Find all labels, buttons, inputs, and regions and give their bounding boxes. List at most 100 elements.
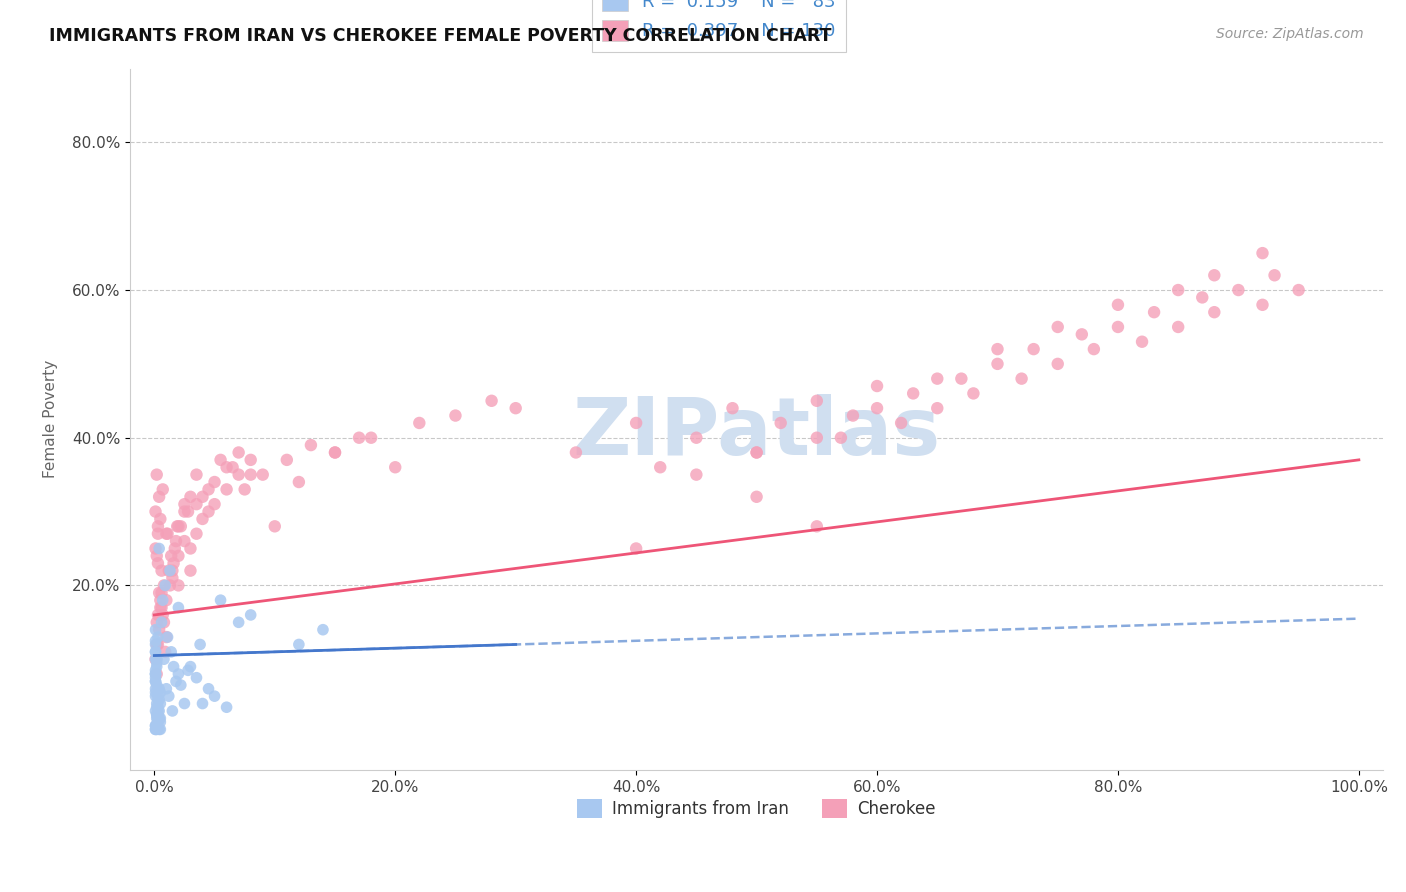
Point <box>191 490 214 504</box>
Point <box>170 519 193 533</box>
Point <box>145 719 167 733</box>
Point <box>145 645 167 659</box>
Point <box>146 700 169 714</box>
Point <box>1130 334 1153 349</box>
Point <box>148 541 170 556</box>
Point <box>745 445 768 459</box>
Point <box>146 689 169 703</box>
Point <box>927 401 949 416</box>
Point <box>299 438 322 452</box>
Point <box>177 504 200 518</box>
Point <box>148 681 170 696</box>
Point <box>830 431 852 445</box>
Point <box>145 685 167 699</box>
Point <box>721 401 744 416</box>
Point <box>1046 357 1069 371</box>
Point <box>197 483 219 497</box>
Point <box>148 711 170 725</box>
Point <box>145 674 167 689</box>
Text: ZIPatlas: ZIPatlas <box>572 394 941 472</box>
Point <box>481 393 503 408</box>
Point <box>806 393 828 408</box>
Point <box>145 704 167 718</box>
Point <box>170 678 193 692</box>
Point <box>145 656 167 670</box>
Point <box>239 467 262 482</box>
Point <box>145 652 167 666</box>
Point <box>186 671 208 685</box>
Point <box>162 704 184 718</box>
Point <box>215 483 238 497</box>
Point <box>167 600 190 615</box>
Point <box>152 593 174 607</box>
Point <box>173 497 195 511</box>
Point <box>1011 371 1033 385</box>
Point <box>162 556 184 570</box>
Point <box>155 593 177 607</box>
Point <box>148 704 170 718</box>
Point <box>215 460 238 475</box>
Point <box>173 697 195 711</box>
Point <box>153 652 176 666</box>
Point <box>153 615 176 630</box>
Point <box>152 483 174 497</box>
Point <box>146 714 169 729</box>
Text: IMMIGRANTS FROM IRAN VS CHEROKEE FEMALE POVERTY CORRELATION CHART: IMMIGRANTS FROM IRAN VS CHEROKEE FEMALE … <box>49 27 832 45</box>
Point <box>806 431 828 445</box>
Point <box>650 460 672 475</box>
Point <box>986 357 1008 371</box>
Point <box>866 379 889 393</box>
Point <box>145 652 167 666</box>
Point <box>1143 305 1166 319</box>
Point <box>146 638 169 652</box>
Point <box>444 409 467 423</box>
Point <box>179 541 201 556</box>
Point <box>152 607 174 622</box>
Point <box>148 723 170 737</box>
Point <box>162 564 184 578</box>
Point <box>167 578 190 592</box>
Point <box>228 445 250 459</box>
Point <box>962 386 984 401</box>
Point <box>986 342 1008 356</box>
Point <box>1204 268 1226 283</box>
Point <box>145 719 167 733</box>
Point <box>145 663 167 677</box>
Point <box>163 541 186 556</box>
Point <box>901 386 924 401</box>
Point <box>145 697 167 711</box>
Point <box>145 615 167 630</box>
Point <box>927 371 949 385</box>
Point <box>149 714 172 729</box>
Point <box>186 467 208 482</box>
Point <box>408 416 430 430</box>
Point <box>565 445 588 459</box>
Point <box>312 623 335 637</box>
Point <box>145 667 167 681</box>
Point <box>148 490 170 504</box>
Text: Source: ZipAtlas.com: Source: ZipAtlas.com <box>1216 27 1364 41</box>
Point <box>1251 246 1274 260</box>
Point <box>149 723 172 737</box>
Point <box>165 674 187 689</box>
Point <box>145 719 167 733</box>
Point <box>159 564 181 578</box>
Point <box>239 453 262 467</box>
Point <box>145 638 167 652</box>
Point <box>145 623 167 637</box>
Point <box>1070 327 1092 342</box>
Point <box>1167 320 1189 334</box>
Point <box>149 512 172 526</box>
Point <box>145 667 167 681</box>
Point <box>150 564 173 578</box>
Point <box>145 689 167 703</box>
Y-axis label: Female Poverty: Female Poverty <box>44 360 58 478</box>
Point <box>186 526 208 541</box>
Point <box>221 460 243 475</box>
Point <box>167 667 190 681</box>
Point <box>1046 320 1069 334</box>
Point <box>842 409 865 423</box>
Point <box>252 467 274 482</box>
Point <box>148 623 170 637</box>
Point <box>191 697 214 711</box>
